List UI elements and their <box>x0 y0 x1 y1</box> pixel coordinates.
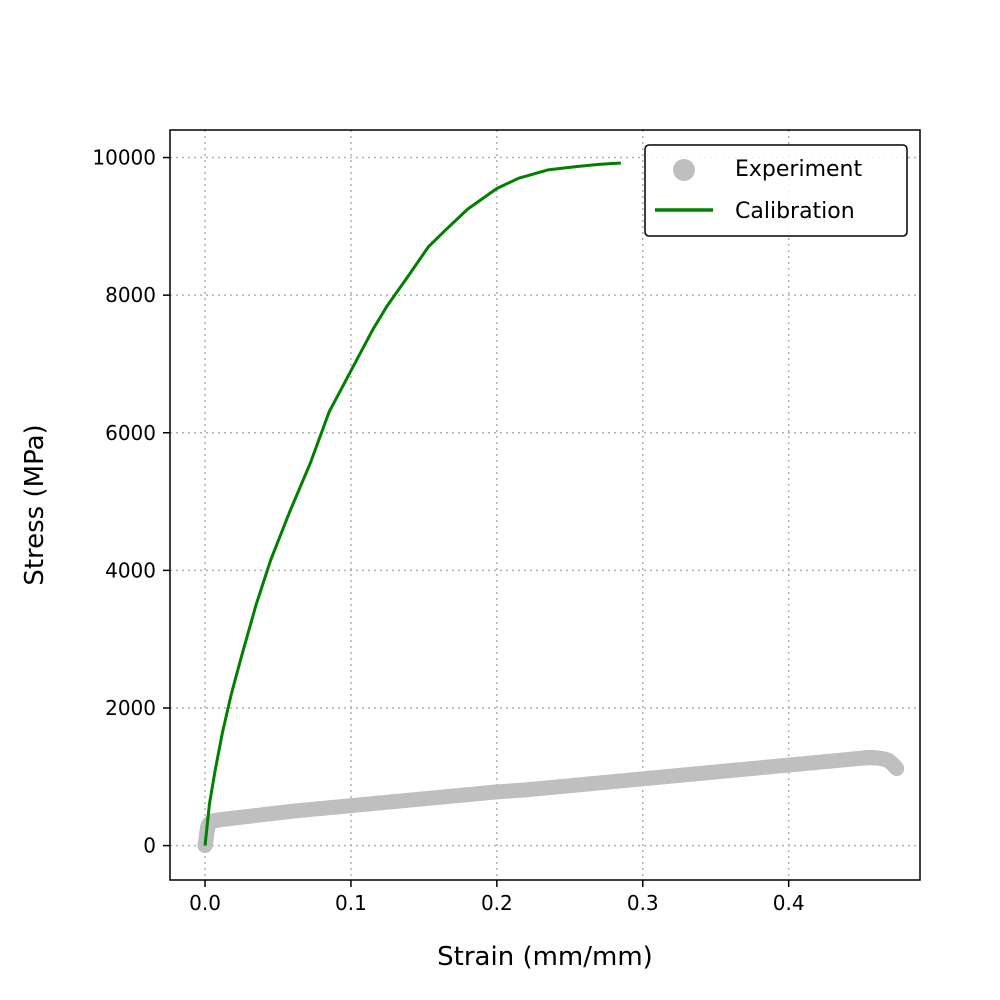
x-tick-label-2: 0.2 <box>481 891 513 915</box>
x-tick-label-3: 0.3 <box>627 891 659 915</box>
x-tick-label-4: 0.4 <box>773 891 805 915</box>
y-tick-label-5: 10000 <box>92 146 156 170</box>
y-tick-label-2: 4000 <box>105 558 156 582</box>
y-tick-label-4: 8000 <box>105 283 156 307</box>
experiment-series <box>197 750 905 854</box>
plot-area-frame <box>169 129 921 881</box>
legend-experiment-marker <box>673 159 695 181</box>
legend-calibration-label: Calibration <box>735 199 855 224</box>
experiment-point <box>889 761 905 777</box>
legend-experiment-label: Experiment <box>735 157 862 182</box>
y-tick-label-3: 6000 <box>105 421 156 445</box>
y-axis-label: Stress (MPa) <box>20 424 50 585</box>
y-axis-ticks: 0 2000 4000 6000 8000 10000 <box>92 146 170 858</box>
x-axis-ticks: 0.0 0.1 0.2 0.3 0.4 <box>189 880 805 915</box>
calibration-series <box>203 161 621 846</box>
x-tick-label-1: 0.1 <box>335 891 367 915</box>
y-tick-label-0: 0 <box>143 834 156 858</box>
legend-box <box>644 144 908 237</box>
x-axis-label: Strain (mm/mm) <box>437 942 653 972</box>
x-tick-label-0: 0.0 <box>189 891 221 915</box>
y-tick-label-1: 2000 <box>105 696 156 720</box>
calibration-line <box>203 161 621 846</box>
legend: Experiment Calibration <box>644 144 908 237</box>
